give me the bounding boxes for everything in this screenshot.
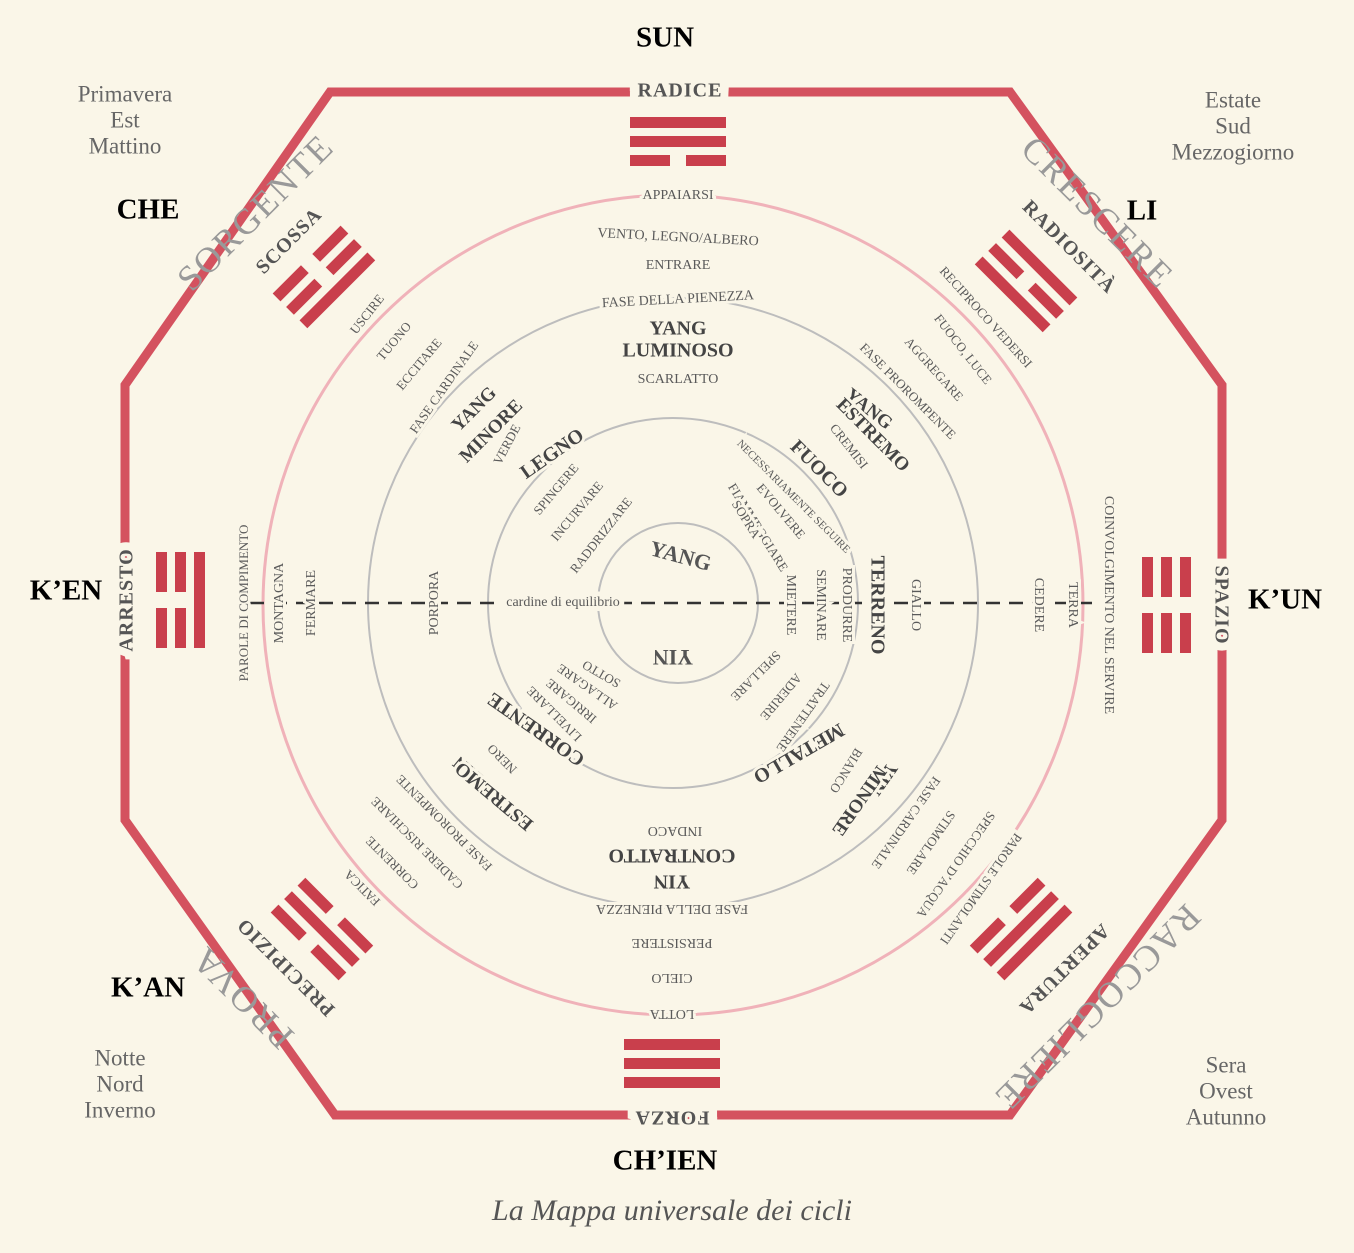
trigram-line [988,243,1025,280]
trigram-line [284,891,360,967]
caption: La Mappa universale dei cicli [491,1194,852,1227]
trigram [270,877,374,981]
ring-label: PORPORA [427,570,442,635]
octagon [120,87,1227,1120]
center-label: YIN [653,645,693,670]
ring-label: TERRENO [866,556,888,655]
corner-label: Autunno [1186,1104,1267,1129]
gate-label: RADICE [638,80,723,102]
ring-label: ENTRARE [646,258,711,273]
trigram [969,877,1073,981]
trigram-line [286,278,323,315]
trigram-line [156,552,167,592]
ring-label: SEMINARE [813,569,828,641]
ring-label: PRODURRE [839,568,854,643]
trigram-line [299,252,376,329]
trigram-line [337,917,374,954]
trigram-line [624,1039,720,1050]
gate-label: ARRESTO [116,548,138,651]
ring-label: TERRA [1065,582,1080,629]
trigram-line [630,155,670,166]
ring-label: PERSISTERE [632,935,713,950]
corner-label: Mattino [89,133,162,158]
corner-label: Notte [94,1045,145,1070]
ring-label: CEDERE [1031,578,1046,632]
trigram-line [194,552,205,648]
trigram [630,117,726,166]
corner-label: Sud [1215,113,1251,138]
trigram [156,552,205,648]
trigram-line [624,1077,720,1088]
trigram-line [1142,557,1153,597]
ring-label: FERMARE [304,570,319,636]
trigram-line [630,136,726,147]
trigram-line [974,256,1051,333]
ring-label: MONTAGNA [272,562,287,643]
trigram-name: K’AN [111,972,185,1004]
ring-label: FASE DELLA PIENEZZA [595,901,748,916]
ring-label: CONTRATTO [608,844,735,866]
trigram-name: CHE [117,194,180,226]
trigram-line [175,608,186,648]
trigram-line [310,944,347,981]
trigram-line [1161,557,1172,597]
trigram-line [175,552,186,592]
corner-label: Inverno [84,1097,156,1122]
trigram [974,229,1078,333]
ring-label: CIELO [651,970,692,985]
trigram-line [624,1058,720,1069]
ring-label: INDACO [648,823,702,838]
ring-label: YIN [653,870,690,892]
corner-label: Primavera [78,81,173,106]
trigram-line [996,904,1073,981]
trigram [624,1039,720,1088]
trigram [272,225,376,329]
ring-label: LOTTA [649,1006,695,1021]
trigram-line [1180,613,1191,653]
ring-label: SCARLATTO [638,372,719,387]
trigram-line [1027,282,1064,319]
trigram-name: LI [1127,195,1158,227]
trigram-line [969,917,1006,954]
ring-label: PAROLE DI COMPIMENTO [236,525,251,682]
trigram-line [983,891,1059,967]
trigram-line [297,877,334,914]
trigram-name: SUN [636,22,694,54]
trigram-name: K’UN [1248,584,1322,616]
trigram-line [1180,557,1191,597]
ring-label: GIALLO [908,579,923,631]
pink-ring [261,193,1085,1017]
corner-label: Est [110,107,140,132]
trigram-line [1142,613,1153,653]
trigram-line [270,904,307,941]
ring-label: cardine di equilibrio [506,595,620,610]
corner-label: Ovest [1199,1078,1253,1103]
trigram-line [325,239,362,276]
ring-label: MIETERE [783,575,798,636]
trigram-line [1161,613,1172,653]
trigram-line [1001,229,1078,306]
trigram [1142,557,1191,653]
trigram-name: CH’IEN [613,1145,718,1177]
ring-label: YANG [649,318,706,340]
gate-label: SPAZIO [1210,566,1232,645]
trigram-line [1009,877,1046,914]
corner-label: Mezzogiorno [1172,139,1295,164]
ring-label: COINVOLGIMENTO NEL SERVIRE [1101,496,1116,714]
trigram-line [630,117,726,128]
gate-label: FORZA [635,1106,710,1128]
ring-label: APPAIARSI [642,188,713,203]
corner-label: Estate [1205,87,1261,112]
corner-label: Nord [96,1071,144,1096]
trigram-line [156,608,167,648]
trigram-line [312,225,349,262]
trigram-line [272,265,309,302]
ring-label: LUMINOSO [622,340,733,362]
corner-label: Sera [1206,1052,1247,1077]
trigram-name: K’EN [30,575,103,607]
trigram-line [686,155,726,166]
